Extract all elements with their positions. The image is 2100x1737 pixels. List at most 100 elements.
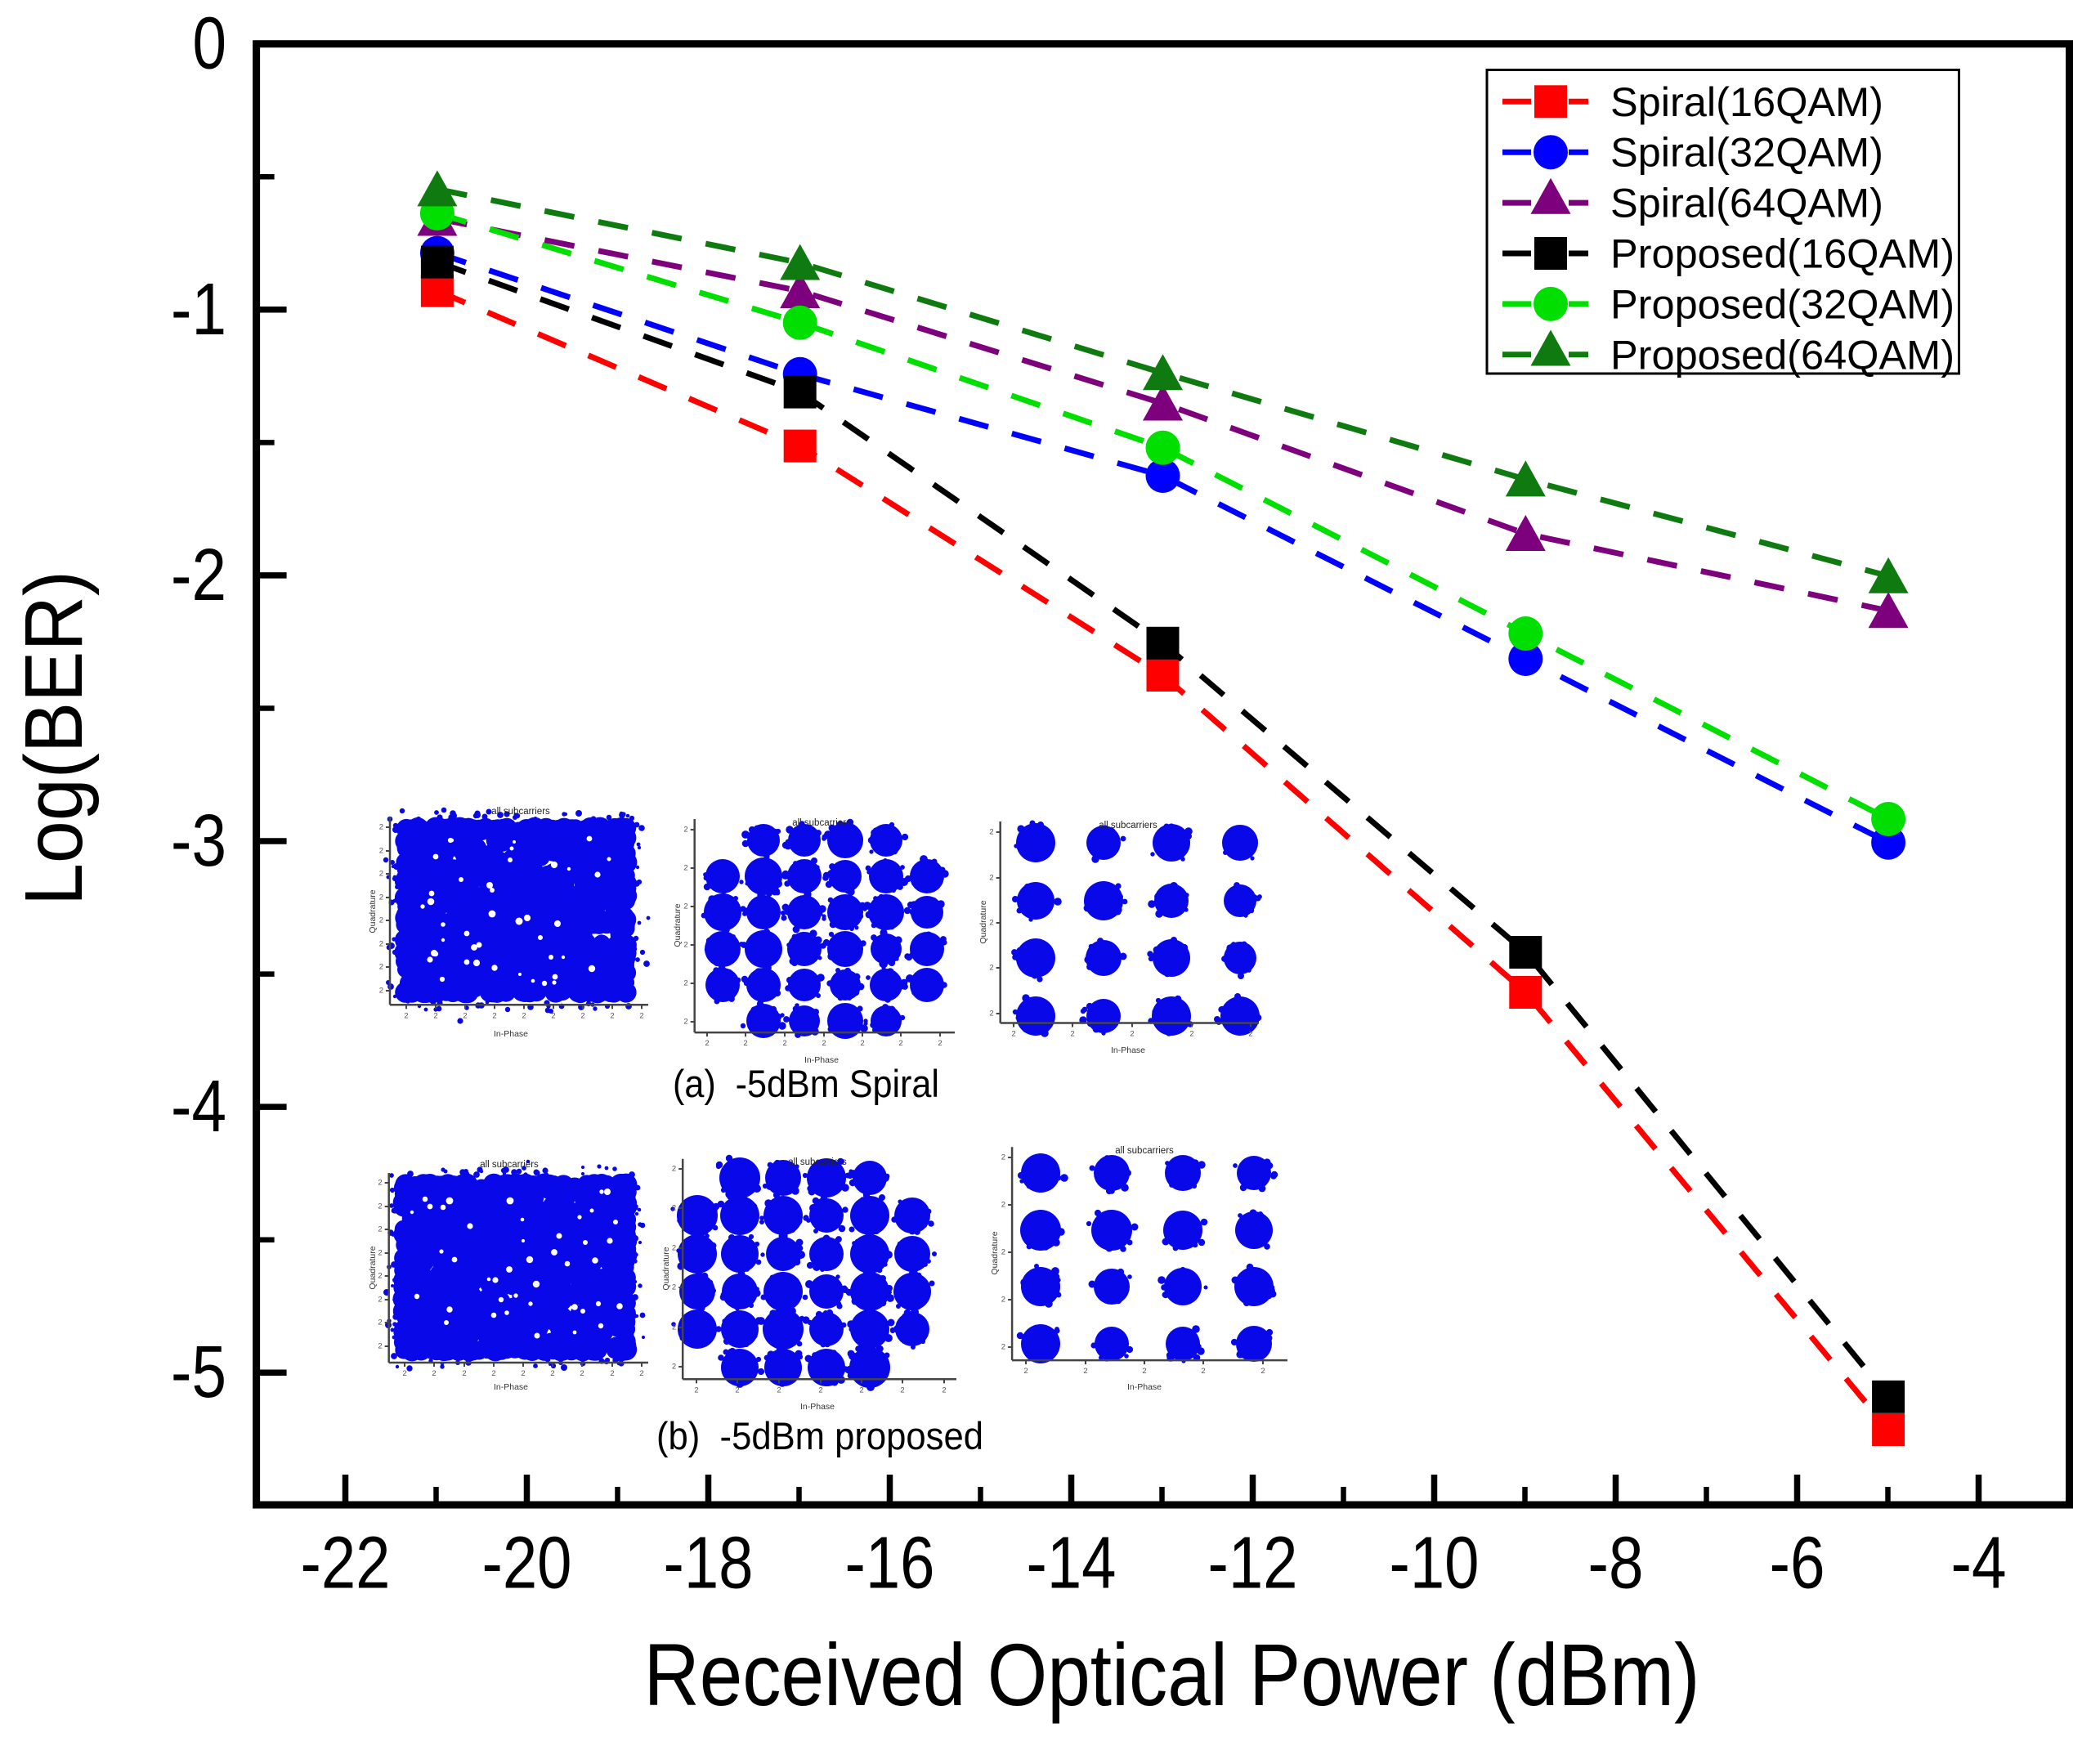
- svg-text:-22: -22: [301, 1523, 391, 1605]
- svg-text:2: 2: [683, 864, 687, 873]
- svg-text:Received Optical Power (dBm): Received Optical Power (dBm): [644, 1625, 1700, 1724]
- svg-text:2: 2: [1248, 1030, 1252, 1039]
- svg-text:2: 2: [522, 1011, 526, 1020]
- svg-text:2: 2: [860, 1039, 864, 1048]
- svg-text:-1: -1: [171, 269, 226, 351]
- svg-text:Proposed(16QAM): Proposed(16QAM): [1610, 231, 1954, 277]
- svg-text:Quadrature: Quadrature: [368, 1246, 378, 1289]
- svg-text:2: 2: [521, 1369, 525, 1378]
- svg-text:Quadrature: Quadrature: [978, 900, 988, 943]
- svg-text:2: 2: [683, 826, 687, 835]
- svg-text:2: 2: [639, 1011, 643, 1020]
- svg-text:2: 2: [378, 1225, 382, 1234]
- svg-text:2: 2: [672, 1363, 676, 1372]
- svg-text:2: 2: [782, 1039, 786, 1048]
- svg-text:2: 2: [639, 1369, 643, 1378]
- svg-text:Spiral(64QAM): Spiral(64QAM): [1610, 180, 1883, 226]
- svg-text:2: 2: [1130, 1030, 1134, 1039]
- svg-text:2: 2: [1201, 1367, 1205, 1376]
- svg-text:Proposed(64QAM): Proposed(64QAM): [1610, 331, 1954, 378]
- svg-text:2: 2: [378, 1342, 382, 1351]
- svg-text:-4: -4: [171, 1066, 226, 1148]
- svg-text:2: 2: [378, 1272, 382, 1281]
- svg-text:2: 2: [777, 1386, 781, 1395]
- svg-text:2: 2: [672, 1244, 676, 1253]
- svg-text:2: 2: [705, 1039, 709, 1048]
- svg-text:In-Phase: In-Phase: [800, 1402, 835, 1412]
- svg-text:2: 2: [491, 1369, 495, 1378]
- svg-text:In-Phase: In-Phase: [1111, 1045, 1145, 1055]
- svg-text:0: 0: [193, 3, 227, 85]
- svg-text:2: 2: [379, 823, 383, 832]
- svg-text:2: 2: [672, 1165, 676, 1174]
- svg-text:2: 2: [989, 964, 993, 973]
- svg-text:all subcarriers: all subcarriers: [491, 807, 550, 817]
- svg-text:-6: -6: [1770, 1523, 1825, 1605]
- svg-text:2: 2: [378, 1179, 382, 1188]
- svg-text:all subcarriers: all subcarriers: [1115, 1146, 1174, 1156]
- svg-text:-20: -20: [482, 1523, 572, 1605]
- svg-text:2: 2: [1023, 1367, 1028, 1376]
- svg-text:-12: -12: [1208, 1523, 1298, 1605]
- svg-text:-14: -14: [1027, 1523, 1117, 1605]
- svg-text:2: 2: [743, 1039, 747, 1048]
- svg-text:2: 2: [580, 1369, 584, 1378]
- svg-text:2: 2: [1189, 1030, 1193, 1039]
- svg-text:2: 2: [379, 870, 383, 879]
- svg-text:Spiral(32QAM): Spiral(32QAM): [1610, 129, 1883, 176]
- svg-text:2: 2: [672, 1204, 676, 1213]
- svg-text:2: 2: [900, 1386, 904, 1395]
- svg-text:2: 2: [683, 941, 687, 950]
- svg-text:Quadrature: Quadrature: [990, 1231, 1000, 1274]
- svg-text:Quadrature: Quadrature: [368, 889, 378, 933]
- svg-text:2: 2: [379, 940, 383, 949]
- svg-text:Quadrature: Quadrature: [673, 903, 683, 947]
- svg-text:2: 2: [378, 1296, 382, 1305]
- svg-text:-10: -10: [1390, 1523, 1480, 1605]
- svg-text:2: 2: [379, 916, 383, 925]
- svg-text:In-Phase: In-Phase: [494, 1029, 528, 1039]
- svg-text:(b) -5dBm proposed: (b) -5dBm proposed: [656, 1414, 983, 1457]
- svg-text:2: 2: [379, 963, 383, 972]
- svg-text:2: 2: [898, 1039, 902, 1048]
- svg-text:-16: -16: [845, 1523, 935, 1605]
- svg-text:In-Phase: In-Phase: [1127, 1382, 1162, 1392]
- svg-text:2: 2: [989, 1010, 993, 1018]
- svg-text:all subcarriers: all subcarriers: [788, 1157, 847, 1167]
- svg-text:2: 2: [402, 1369, 406, 1378]
- svg-text:2: 2: [822, 1039, 826, 1048]
- svg-text:2: 2: [379, 847, 383, 856]
- svg-text:2: 2: [1260, 1367, 1265, 1376]
- svg-text:all subcarriers: all subcarriers: [1099, 821, 1157, 830]
- svg-text:-3: -3: [171, 800, 226, 882]
- svg-text:2: 2: [610, 1011, 614, 1020]
- svg-text:-8: -8: [1588, 1523, 1644, 1605]
- svg-text:2: 2: [735, 1386, 739, 1395]
- svg-text:Proposed(32QAM): Proposed(32QAM): [1610, 280, 1954, 327]
- svg-text:2: 2: [379, 987, 383, 996]
- svg-text:2: 2: [551, 1011, 555, 1020]
- svg-text:Log(BER): Log(BER): [8, 571, 100, 906]
- svg-text:2: 2: [1001, 1343, 1005, 1352]
- svg-text:2: 2: [580, 1011, 584, 1020]
- svg-text:2: 2: [672, 1323, 676, 1332]
- svg-text:2: 2: [1142, 1367, 1146, 1376]
- svg-text:2: 2: [378, 1318, 382, 1327]
- svg-text:2: 2: [379, 893, 383, 902]
- svg-text:2: 2: [1001, 1248, 1005, 1257]
- svg-text:2: 2: [378, 1249, 382, 1258]
- svg-text:2: 2: [859, 1386, 863, 1395]
- svg-text:-4: -4: [1951, 1523, 2007, 1605]
- svg-text:-18: -18: [664, 1523, 754, 1605]
- svg-text:2: 2: [938, 1039, 942, 1048]
- svg-text:In-Phase: In-Phase: [494, 1382, 528, 1392]
- svg-text:2: 2: [989, 919, 993, 928]
- svg-text:2: 2: [1083, 1367, 1087, 1376]
- svg-text:2: 2: [694, 1386, 698, 1395]
- svg-text:2: 2: [989, 828, 993, 837]
- svg-text:all subcarriers: all subcarriers: [792, 818, 851, 828]
- svg-text:all subcarriers: all subcarriers: [480, 1160, 539, 1170]
- svg-text:2: 2: [942, 1386, 946, 1395]
- svg-text:2: 2: [463, 1011, 467, 1020]
- svg-text:2: 2: [462, 1369, 466, 1378]
